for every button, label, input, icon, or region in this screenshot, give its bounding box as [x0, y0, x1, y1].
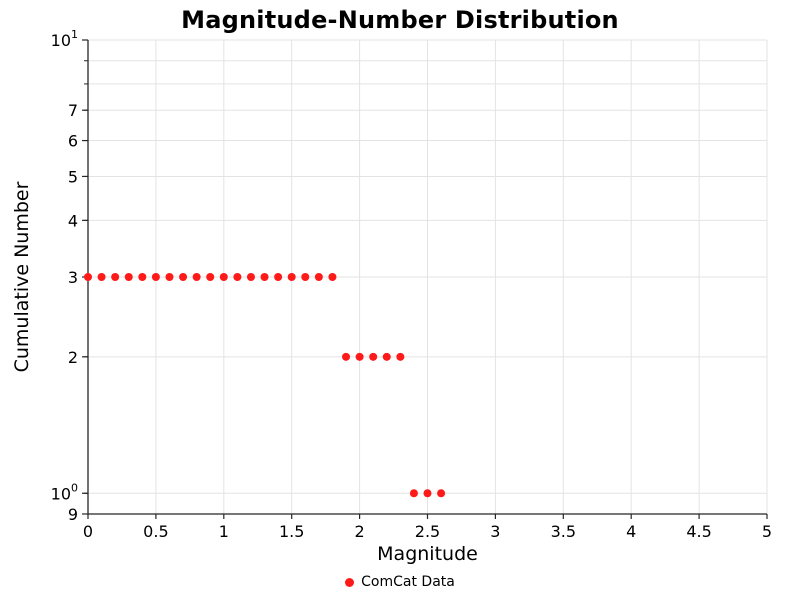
x-tick-label: 0 — [83, 522, 93, 541]
data-point — [382, 352, 391, 361]
legend-label: ComCat Data — [361, 574, 455, 590]
y-tick-label: 6 — [68, 132, 78, 151]
data-point — [192, 273, 201, 281]
data-point — [423, 489, 432, 498]
x-tick-label: 4.5 — [686, 522, 711, 541]
data-point — [274, 273, 283, 281]
data-point — [206, 273, 215, 281]
legend: ComCat Data — [0, 574, 800, 590]
data-point — [355, 352, 364, 361]
data-point — [165, 273, 174, 281]
data-point — [314, 273, 323, 281]
x-tick-label: 3 — [490, 522, 500, 541]
data-point — [287, 273, 296, 281]
data-point — [219, 273, 228, 281]
y-tick-label: 7 — [68, 101, 78, 120]
chart-title: Magnitude-Number Distribution — [181, 6, 619, 34]
y-tick-label: 3 — [68, 268, 78, 287]
x-tick-label: 3.5 — [551, 522, 576, 541]
data-point — [179, 273, 188, 281]
x-tick-label: 0.5 — [143, 522, 168, 541]
data-point — [124, 273, 133, 281]
x-tick-label: 1 — [219, 522, 229, 541]
x-tick-label: 4 — [626, 522, 636, 541]
data-point — [342, 352, 351, 361]
x-tick-label: 5 — [762, 522, 772, 541]
legend-marker-icon — [345, 577, 355, 587]
data-point — [409, 489, 418, 498]
x-tick-label: 2 — [355, 522, 365, 541]
data-point — [328, 273, 337, 281]
data-point — [260, 273, 269, 281]
x-axis-label: Magnitude — [377, 543, 478, 565]
data-point — [84, 273, 92, 281]
data-point — [138, 273, 147, 281]
y-tick-label: 5 — [68, 167, 78, 186]
y-tick-label: 2 — [68, 348, 78, 367]
data-point — [233, 273, 242, 281]
data-point — [151, 273, 160, 281]
y-tick-label: 9 — [68, 505, 78, 524]
data-point — [97, 273, 106, 281]
data-point — [437, 489, 446, 498]
data-point — [301, 273, 310, 281]
x-tick-label: 2.5 — [415, 522, 440, 541]
data-point — [246, 273, 255, 281]
data-point — [396, 352, 405, 361]
data-point — [111, 273, 120, 281]
y-tick-label: 4 — [68, 211, 78, 230]
y-tick-label: 101 — [51, 28, 78, 50]
y-tick-label: 100 — [51, 481, 78, 503]
x-tick-label: 1.5 — [279, 522, 304, 541]
data-point — [369, 352, 378, 361]
